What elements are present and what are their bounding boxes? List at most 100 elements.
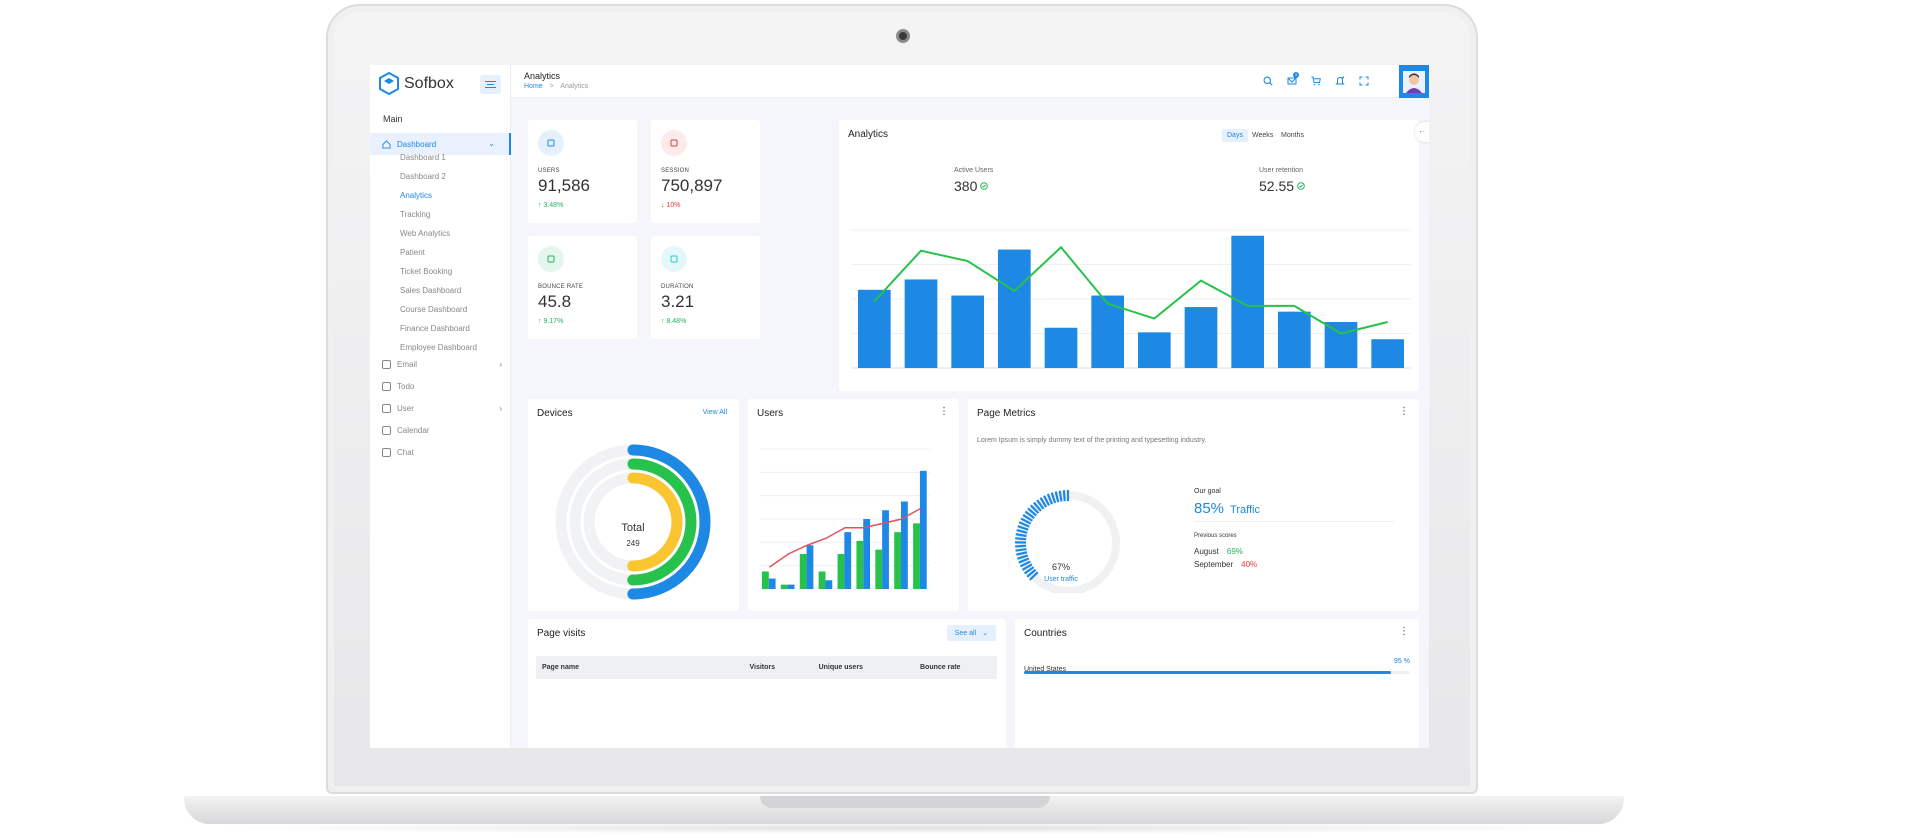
page-metrics-card: Page Metrics ⋮ Lorem Ipsum is simply dum… — [968, 399, 1419, 611]
country-progress-fill — [1024, 671, 1391, 674]
sidebar-item-label: Calendar — [397, 426, 430, 435]
sidebar-toggle-button[interactable] — [480, 75, 501, 94]
analytics-bar — [1044, 327, 1078, 368]
table-header-cell[interactable]: Visitors — [743, 656, 813, 679]
more-options-icon[interactable]: ⋮ — [939, 406, 949, 417]
stat-card-session: SESSION 750,897 ↓ 10% — [651, 120, 760, 223]
table-header-cell[interactable]: Bounce rate — [914, 656, 997, 679]
table-header-cell[interactable]: Unique users — [812, 656, 914, 679]
tab-weeks[interactable]: Weeks — [1252, 132, 1274, 139]
fullscreen-icon[interactable] — [1359, 76, 1369, 86]
gauge-tick — [1062, 490, 1066, 502]
stat-change-value: 3.48% — [543, 202, 564, 209]
gauge-tick — [1046, 493, 1054, 505]
users-bar-blue — [919, 470, 927, 589]
logo-text: Sofbox — [404, 75, 454, 92]
stat-change: ↑ 8.48% — [661, 318, 686, 325]
logo[interactable]: Sofbox — [378, 71, 454, 97]
analytics-bar — [1278, 311, 1311, 368]
sidebar-item-dashboard[interactable]: Dashboard ⌄ — [370, 133, 511, 155]
card-title: Page visits — [537, 628, 586, 639]
sidebar-subitem[interactable]: Finance Dashboard — [400, 324, 470, 333]
bell-icon[interactable] — [1335, 76, 1345, 86]
card-title: Page Metrics — [977, 408, 1036, 419]
breadcrumb-home-link[interactable]: Home — [524, 83, 543, 90]
stat-change: ↓ 10% — [661, 202, 680, 209]
analytics-chart — [851, 229, 1411, 369]
card-title: Devices — [537, 408, 573, 419]
stat-change: ↑ 3.48% — [538, 202, 563, 209]
tab-days[interactable]: Days — [1222, 129, 1248, 142]
sidebar-item-label: Todo — [397, 382, 415, 391]
arrow-up-icon: ↑ — [661, 318, 667, 325]
gauge-tick — [1036, 499, 1045, 510]
gauge-tick — [1021, 563, 1033, 571]
users-bar-green — [837, 554, 845, 589]
gauge-tick — [1016, 529, 1028, 534]
users-bar-blue — [882, 510, 889, 589]
home-icon — [382, 139, 391, 149]
stat-card-users: USERS 91,586 ↑ 3.48% — [528, 120, 637, 223]
chevron-right-icon: › — [499, 404, 502, 413]
gauge-value: 67% — [1051, 562, 1070, 572]
users-bar-blue — [787, 584, 795, 589]
gauge-tick — [1015, 547, 1027, 552]
previous-label: Previous scores — [1194, 533, 1237, 539]
mail-icon[interactable] — [1287, 76, 1297, 86]
cart-icon[interactable] — [1311, 76, 1321, 86]
sidebar-subitem[interactable]: Web Analytics — [400, 229, 451, 238]
sidebar-subitem[interactable]: Tracking — [400, 210, 431, 219]
users-bar-green — [818, 571, 826, 589]
breadcrumb: Home > Analytics — [524, 83, 588, 90]
more-options-icon[interactable]: ⋮ — [1399, 626, 1409, 637]
analytics-bar — [1184, 307, 1218, 368]
users-bar-blue — [901, 501, 908, 589]
avatar[interactable] — [1399, 65, 1429, 98]
see-all-button[interactable]: See all ⌄ — [946, 625, 996, 641]
donut-center-label: Total — [621, 522, 645, 534]
bounce-icon — [538, 246, 564, 272]
gauge-tick — [1015, 544, 1027, 548]
gauge-tick — [1022, 514, 1033, 522]
sidebar-subitem[interactable]: Dashboard 1 — [400, 153, 446, 162]
tab-months[interactable]: Months — [1281, 132, 1304, 139]
sidebar-item-calendar[interactable]: Calendar — [382, 426, 502, 435]
users-bar-green — [799, 554, 807, 589]
sidebar-subitem[interactable]: Ticket Booking — [400, 267, 453, 276]
users-bar-green — [762, 571, 769, 589]
sidebar-item-chat[interactable]: Chat — [382, 448, 502, 457]
search-icon[interactable] — [1263, 76, 1273, 86]
devices-donut-chart — [555, 444, 711, 600]
stat-change-value: 8.48% — [666, 318, 687, 325]
users-line — [769, 507, 921, 568]
users-bar-blue — [825, 580, 833, 589]
page-title: Analytics — [524, 71, 561, 81]
table-header-cell[interactable]: Page name — [536, 656, 744, 679]
card-title: Users — [757, 408, 784, 419]
sidebar-subitem[interactable]: Sales Dashboard — [400, 286, 462, 295]
more-options-icon[interactable]: ⋮ — [1399, 406, 1409, 417]
sidebar-subitem[interactable]: Patient — [400, 248, 425, 257]
sidebar-subitem[interactable]: Employee Dashboard — [400, 343, 477, 352]
stat-label: BOUNCE RATE — [538, 284, 584, 290]
sidebar-subitem[interactable]: Analytics — [400, 191, 433, 200]
gauge-tick — [1017, 554, 1029, 560]
users-chart — [760, 448, 930, 590]
sidebar-item-todo[interactable]: Todo — [382, 382, 502, 391]
sidebar-item-user[interactable]: User › — [382, 404, 502, 413]
score-month: August — [1194, 547, 1219, 556]
sidebar-subitem[interactable]: Course Dashboard — [400, 305, 468, 314]
active-users-label: Active Users — [954, 167, 994, 174]
sidebar-section-label: Main — [383, 114, 403, 124]
device-ring-3 — [583, 472, 683, 572]
donut-center-value: 249 — [626, 539, 640, 548]
view-all-link[interactable]: View All — [702, 409, 727, 416]
country-name: United States — [1024, 666, 1067, 673]
stat-card-bounce-rate: BOUNCE RATE 45.8 ↑ 9.17% — [528, 236, 637, 339]
user-avatar-icon — [1403, 70, 1425, 93]
retention-label: User retention — [1259, 167, 1303, 174]
sidebar-item-email[interactable]: Email › — [382, 360, 502, 369]
collapse-arrow-button[interactable]: ← — [1415, 122, 1429, 142]
camera-icon — [896, 29, 910, 43]
sidebar-subitem[interactable]: Dashboard 2 — [400, 172, 446, 181]
